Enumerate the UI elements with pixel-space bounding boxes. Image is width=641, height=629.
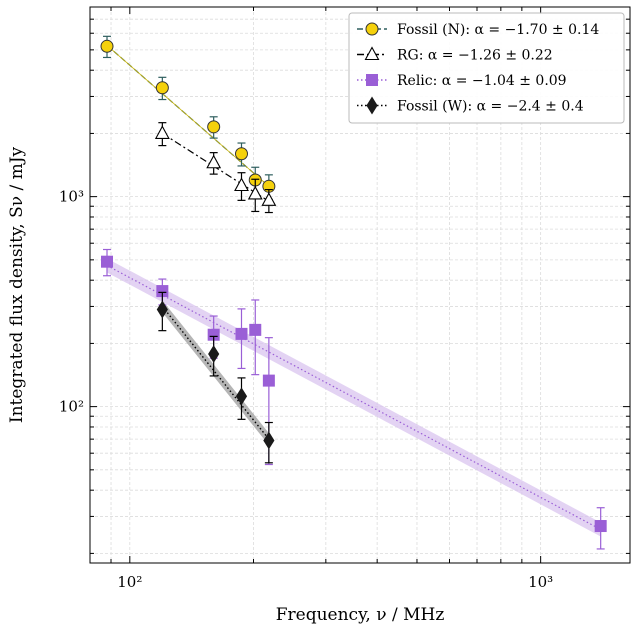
plot-frame: [89, 6, 631, 564]
legend-label: Relic: α = −1.04 ± 0.09: [397, 73, 567, 89]
fit-line-highlight: [106, 45, 270, 187]
legend-marker: [366, 96, 378, 115]
fit-line: [161, 305, 270, 440]
data-point: [249, 323, 262, 336]
x-tick-label: 10³: [528, 573, 553, 591]
legend-box: [348, 12, 625, 124]
data-point: [261, 192, 277, 206]
legend-marker: [366, 74, 378, 86]
x-tick-label: 10²: [117, 573, 142, 591]
legend-label: Fossil (W): α = −2.4 ± 0.4: [397, 99, 584, 115]
data-point: [235, 387, 248, 406]
axis-ticks: 10² 10³ 10² 10³: [59, 6, 630, 591]
data-point: [594, 520, 607, 533]
data-point: [208, 345, 220, 363]
fit-line: [106, 264, 601, 530]
data-point: [234, 177, 249, 192]
legend-label: RG: α = −1.26 ± 0.22: [397, 48, 553, 64]
data-point: [262, 374, 275, 387]
data-point: [154, 125, 170, 139]
data-point: [156, 300, 168, 319]
legend-marker: [365, 22, 379, 36]
legend: Fossil (N): α = −1.70 ± 0.14 RG: α = −1.2…: [348, 12, 625, 124]
data-point: [155, 81, 169, 95]
data-point: [263, 431, 275, 450]
data-point: [235, 327, 248, 340]
data-point: [101, 255, 114, 268]
data-point: [100, 39, 114, 53]
data-point: [206, 154, 222, 169]
fit-bands: [107, 258, 601, 537]
legend-label: Fossil (N): α = −1.70 ± 0.14: [397, 22, 599, 38]
x-axis-label: Frequency, ν / MHz: [276, 605, 445, 625]
legend-marker: [364, 46, 380, 61]
data-point: [207, 120, 221, 134]
fit-band: [107, 258, 601, 537]
data-point: [247, 185, 263, 200]
y-tick-label: 10³: [59, 188, 84, 206]
data-point: [234, 147, 248, 161]
y-tick-label: 10²: [59, 398, 84, 416]
data-points: [100, 35, 607, 550]
y-axis-label: Integrated flux density, Sν / mJy: [7, 146, 27, 423]
